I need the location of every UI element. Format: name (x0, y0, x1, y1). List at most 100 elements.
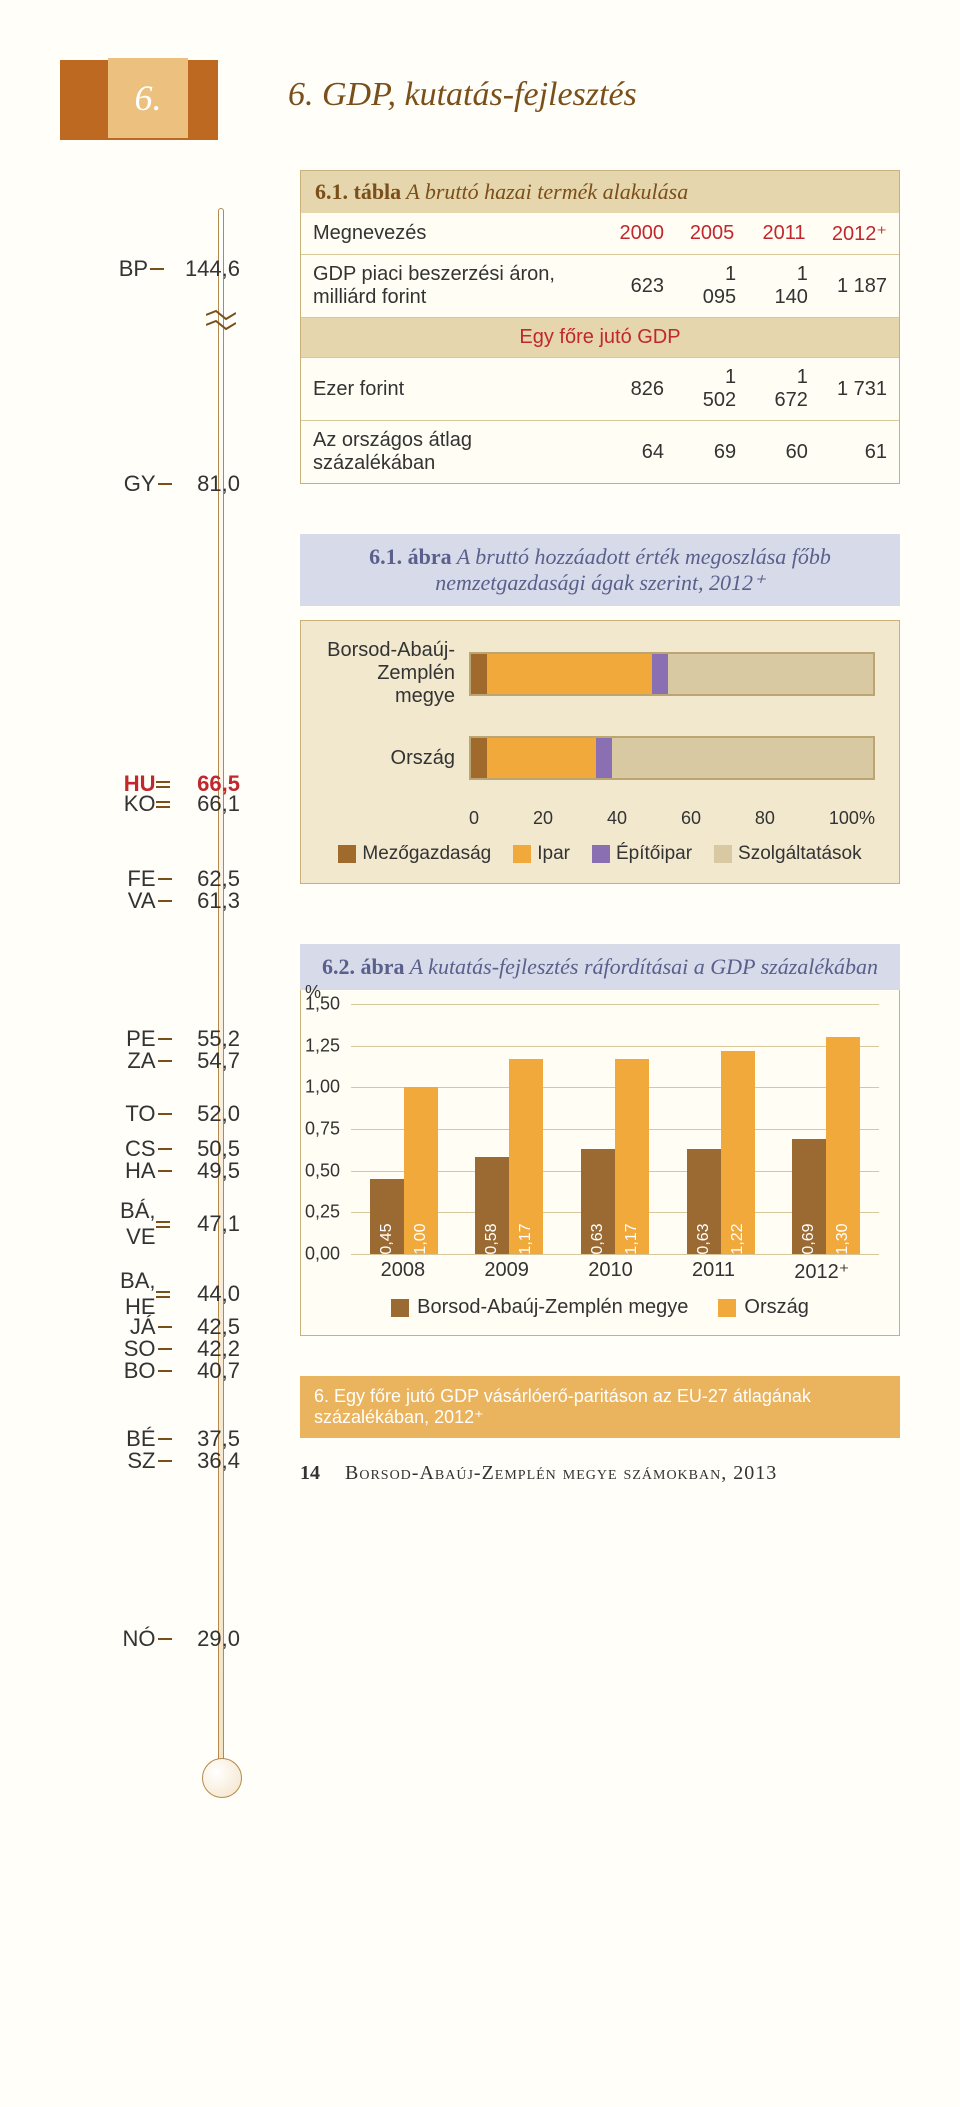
axis-tick: 20 (533, 808, 553, 829)
table-col-header: 2011 (748, 213, 820, 255)
thermo-mark: HA 49,5 (100, 1162, 240, 1180)
x-tick-label: 2008 (381, 1259, 426, 1284)
fig2-chart: % 1,501,251,000,750,500,250,000,451,000,… (351, 1004, 879, 1284)
bar-value-label: 0,45 (378, 1223, 396, 1254)
gdp-table-title: 6.1. tábla A bruttó hazai termék alakulá… (301, 171, 899, 213)
table-row-label: Az országos átlag százalékában (301, 421, 607, 484)
table-row: Ezer forint8261 5021 6721 731 (301, 358, 899, 421)
thermo-mark: NÓ 29,0 (100, 1630, 240, 1648)
stacked-segment (668, 654, 873, 694)
page-number: 14 (300, 1462, 320, 1484)
thermo-mark: SO 42,2 (100, 1340, 240, 1358)
legend-item: Ipar (513, 843, 570, 865)
legend-swatch (391, 1299, 409, 1317)
thermo-tick-icon (156, 1221, 176, 1228)
table-cell: 1 502 (676, 358, 748, 421)
bar-value-label: 1,17 (517, 1223, 535, 1254)
thermo-mark: BÁ, VE 47,1 (100, 1215, 240, 1233)
thermo-mark-value: 49,5 (197, 1158, 240, 1184)
legend-item: Szolgáltatások (714, 843, 862, 865)
thermo-tick-icon (156, 1291, 176, 1298)
bar: 0,45 (370, 1179, 404, 1254)
bar-pair: 0,63 1,22 (676, 1051, 766, 1254)
thermo-tick-icon (156, 781, 176, 788)
thermo-tick-icon (156, 1170, 176, 1172)
thermo-mark-value: 54,7 (197, 1048, 240, 1074)
legend-label: Mezőgazdaság (362, 843, 491, 865)
thermo-mark-code: ZA (100, 1048, 156, 1074)
bar-pair: 0,45 1,00 (359, 1087, 449, 1254)
thermo-mark: CS 50,5 (100, 1140, 240, 1158)
thermo-mark-value: 40,7 (197, 1358, 240, 1384)
bar: 0,63 (581, 1149, 615, 1254)
thermo-tick-icon (156, 1038, 176, 1040)
table-cell: 1 140 (748, 255, 820, 318)
thermo-mark-value: 36,4 (197, 1448, 240, 1474)
thermo-mark: VA 61,3 (100, 892, 240, 910)
axis-tick: 100% (829, 808, 875, 829)
fig1-chart: Borsod-Abaúj-Zemplén megyeOrszág 0204060… (300, 620, 900, 884)
stacked-bar (469, 736, 875, 780)
y-tick-label: 1,25 (305, 1035, 340, 1056)
legend-swatch (714, 845, 732, 863)
axis-tick: 80 (755, 808, 775, 829)
thermo-mark-value: 61,3 (197, 888, 240, 914)
stacked-segment (471, 654, 487, 694)
thermo-tick-icon (156, 1370, 176, 1372)
thermo-tick-icon (156, 900, 176, 902)
legend-item: Borsod-Abaúj-Zemplén megye (391, 1296, 688, 1319)
bar-value-label: 1,22 (729, 1223, 747, 1254)
stacked-row-label: Ország (325, 747, 455, 770)
fig1-wrapper: 6.1. ábra A bruttó hozzáadott érték mego… (300, 534, 900, 884)
thermo-mark: BA, HE 44,0 (100, 1285, 240, 1303)
thermo-mark-code: BO (100, 1358, 156, 1384)
table-cell: 60 (748, 421, 820, 484)
thermo-mark: BP 144,6 (100, 260, 240, 278)
legend-label: Borsod-Abaúj-Zemplén megye (417, 1296, 688, 1319)
footnote-banner: 6. Egy főre jutó GDP vásárlóerő-paritáso… (300, 1376, 900, 1438)
bar-value-label: 0,58 (483, 1223, 501, 1254)
fig2-card: 6.2. ábra A kutatás-fejlesztés ráfordítá… (300, 944, 900, 1336)
thermometer-scale: BP 144,6GY 81,0HU 66,5KO 66,1FE 62,5VA 6… (100, 200, 260, 1790)
bar-pair: 0,631,17 (570, 1059, 660, 1254)
legend-swatch (718, 1299, 736, 1317)
table-row: GDP piaci beszerzési áron, milliárd fori… (301, 255, 899, 318)
axis-tick: 0 (469, 808, 479, 829)
legend-item: Ország (718, 1296, 808, 1319)
gdp-table-title-bold: 6.1. tábla (315, 179, 401, 204)
thermo-mark-code: GY (100, 471, 156, 497)
stacked-row-label: Borsod-Abaúj-Zemplén megye (325, 639, 455, 708)
legend-label: Ipar (537, 843, 570, 865)
stacked-segment (487, 738, 596, 778)
thermo-tube (218, 208, 224, 1768)
bar-value-label: 0,63 (695, 1223, 713, 1254)
table-row-label: GDP piaci beszerzési áron, milliárd fori… (301, 255, 607, 318)
thermo-tick-icon (156, 1348, 176, 1350)
thermo-mark: BO 40,7 (100, 1362, 240, 1380)
fig2-title: 6.2. ábra A kutatás-fejlesztés ráfordítá… (300, 944, 900, 990)
thermo-mark-value: 52,0 (197, 1101, 240, 1127)
table-cell: 826 (607, 358, 676, 421)
bar: 1,17 (509, 1059, 543, 1254)
x-axis-labels: 20082009201020112012⁺ (351, 1259, 879, 1284)
thermo-tick-icon (156, 1638, 176, 1640)
thermo-mark-code: BP (100, 256, 148, 282)
table-col-header: 2005 (676, 213, 748, 255)
bar: 1,00 (404, 1087, 438, 1254)
bars-container: 0,451,000,581,170,631,170,631,220,691,30 (351, 1004, 879, 1254)
bar-value-label: 0,63 (589, 1223, 607, 1254)
thermo-mark: KO 66,1 (100, 795, 240, 813)
bar-value-label: 0,69 (800, 1223, 818, 1254)
thermo-tick-icon (156, 483, 176, 485)
footer-source: Borsod-Abaúj-Zemplén megye számokban, 20… (345, 1462, 777, 1484)
table-cell: 1 672 (748, 358, 820, 421)
legend-item: Mezőgazdaság (338, 843, 491, 865)
legend-swatch (513, 845, 531, 863)
bar-pair: 0,58 1,17 (464, 1059, 554, 1254)
thermo-tick-icon (156, 1113, 176, 1115)
bar: 0,58 (475, 1157, 509, 1254)
legend-swatch (338, 845, 356, 863)
table-section-label: Egy főre jutó GDP (301, 318, 899, 358)
footer-line: 14 Borsod-Abaúj-Zemplén megye számokban,… (300, 1462, 900, 1485)
thermo-tick-icon (156, 1460, 176, 1462)
